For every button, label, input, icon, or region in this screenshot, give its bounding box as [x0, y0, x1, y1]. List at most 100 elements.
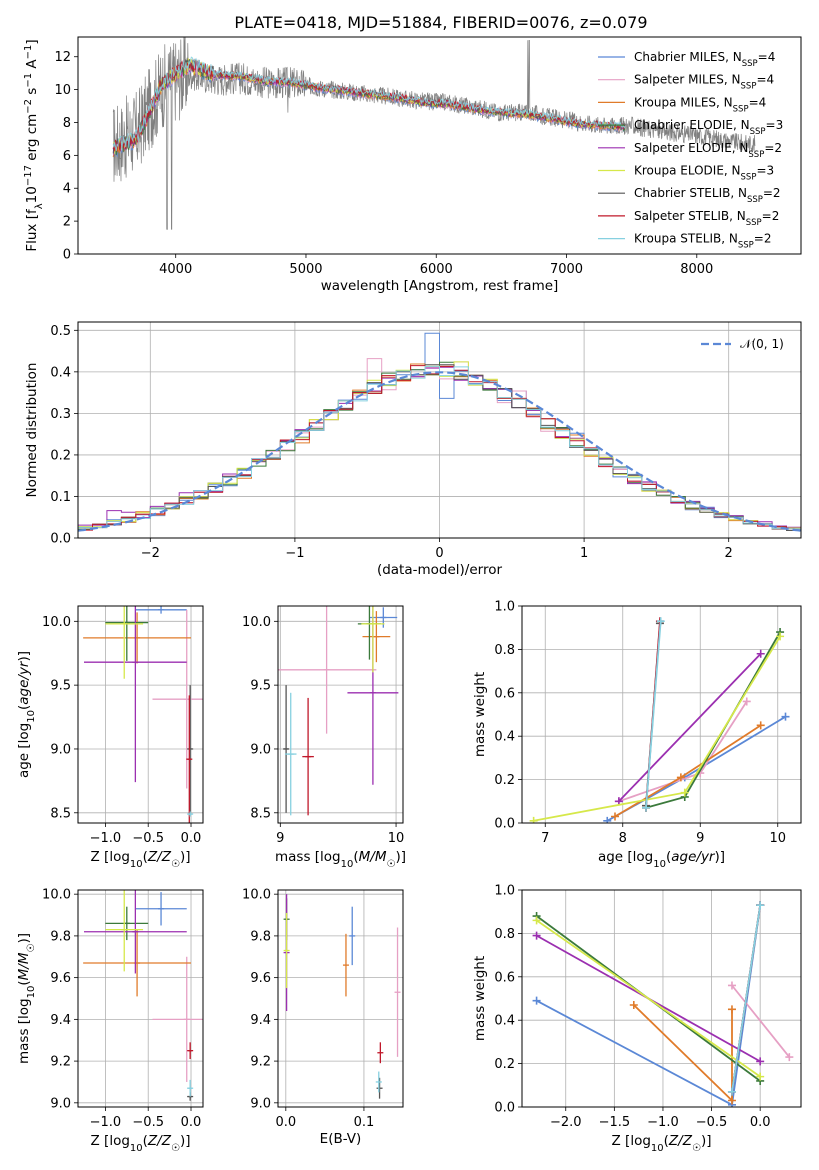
legend-label-part: SSP: [741, 82, 757, 92]
legend-label-part: SSP: [748, 150, 764, 160]
y-tick-label: 10.0: [42, 615, 71, 630]
weight-line: [633, 1004, 733, 1103]
plot-area-mass-vs-Z: [83, 890, 203, 1101]
y-tick-label: 0.0: [50, 532, 71, 547]
plot-area-weight-vs-age: [529, 617, 790, 823]
x-axis-label: age [log10(age/yr)]: [598, 849, 725, 870]
y-tick-label: 10.0: [242, 888, 271, 903]
legend-label-part: =4: [758, 50, 776, 64]
x-tick-label: −1.0: [647, 1115, 679, 1130]
y-tick-label: 9.0: [250, 742, 271, 757]
plus-marker: [742, 697, 751, 706]
errorbar-point: [283, 685, 290, 813]
axes-age-vs-Z: −1.0 −0.5 0.08.59.09.510.0Z [log10(Z/Z☉)]a…: [16, 605, 204, 870]
errorbar-point: [187, 1042, 194, 1060]
x-axis-label-part: )]: [701, 1133, 712, 1149]
x-tick-label: 0.1: [354, 1115, 375, 1130]
plus-marker: [532, 931, 541, 940]
weight-line: [614, 724, 762, 818]
legend-label-part: Kroupa ELODIE, N: [634, 164, 741, 178]
y-axis-label-part: −2: [23, 99, 34, 114]
x-axis-label-part: (: [666, 849, 671, 865]
plot-area-spectrum: [112, 37, 756, 230]
y-axis-label: mass weight: [472, 672, 488, 757]
axes-weight-vs-Z: −2.0 −1.5 −1.0 −0.5 0.0 0.0 0.2 0.4 0.6 0.8 1.0 Z […: [472, 884, 802, 1154]
errorbar-point: [105, 890, 144, 972]
x-axis-label-part: Z/Z: [147, 849, 172, 865]
plus-marker: [756, 649, 765, 658]
y-tick-label: 0.2: [494, 1057, 515, 1072]
legend-label: Salpeter ELODIE, NSSP=2: [634, 141, 782, 160]
ticks-age-vs-mass: 9 10 8.5 9.0 9.5 10.0: [242, 606, 404, 846]
y-axis-label-part: )]: [16, 933, 32, 944]
y-tick-label: 1.0: [494, 600, 515, 615]
plot-area-age-vs-mass: [278, 606, 399, 816]
errorbar-point: [105, 606, 144, 679]
errorbar-point: [349, 906, 356, 966]
plot-area-age-vs-Z: [83, 606, 203, 823]
y-tick-label: 0.8: [494, 643, 515, 658]
y-axis-label-part: ☉: [26, 944, 37, 953]
x-tick-label: 4000: [159, 262, 192, 277]
y-axis-label-part: s: [24, 88, 40, 99]
y-axis-label-part: ]: [24, 39, 40, 44]
errorbar-point: [135, 606, 187, 614]
plus-marker: [656, 617, 665, 626]
y-axis-label: Normed distribution: [24, 363, 40, 498]
y-axis-label-part: (: [16, 980, 32, 985]
y-tick-label: 0.6: [494, 686, 515, 701]
y-tick-label: 10.0: [42, 888, 71, 903]
plus-marker: [727, 1087, 736, 1096]
plus-marker: [756, 901, 765, 910]
y-axis-label-part: age/yr: [16, 660, 32, 705]
y-axis-label-part: λ: [34, 203, 45, 209]
x-tick-label: −2.0: [550, 1115, 582, 1130]
ticks-age-vs-Z: −1.0 −0.5 0.0 8.5 9.0 9.5 10.0: [42, 606, 203, 846]
errorbar-point: [152, 956, 203, 1082]
x-axis-label-part: Z/Z: [147, 1133, 172, 1149]
errorbar-point: [376, 1077, 383, 1099]
y-tick-label: 0.2: [50, 448, 71, 463]
axes-mass-vs-EBV: 0.0 0.1 9.0 9.2 9.4 9.6 9.8 10.0 E(B-V): [242, 888, 404, 1147]
legend-label: Salpeter MILES, NSSP=4: [634, 73, 774, 92]
x-axis-label-part: age [log: [598, 849, 653, 865]
x-axis-label-part: (: [143, 1133, 148, 1149]
axes-frame: [77, 36, 802, 255]
axes-frame: [77, 605, 204, 824]
legend-label-part: Kroupa STELIB, N: [634, 232, 738, 246]
x-axis-label: mass [log10(M/M☉)]: [275, 849, 406, 870]
x-tick-label: 2: [725, 546, 733, 561]
x-axis-label-part: M/M: [359, 849, 387, 865]
weight-line: [645, 621, 662, 808]
plus-marker: [727, 1096, 736, 1105]
legend-label-part: SSP: [733, 104, 749, 114]
errorbar-point: [375, 1071, 382, 1093]
y-tick-label: 0.4: [494, 1014, 515, 1029]
ticks-residuals: −2 −1 0 1 2 0.0 0.1 0.2 0.3 0.4 0.5: [50, 322, 801, 561]
x-tick-label: −1.0: [90, 831, 122, 846]
x-axis-label-part: 10: [130, 859, 143, 870]
y-tick-label: 9.4: [50, 1013, 71, 1028]
x-tick-label: 1: [580, 546, 588, 561]
legend-label-part: =2: [764, 141, 782, 155]
legend-label: Salpeter STELIB, NSSP=2: [634, 209, 779, 228]
plus-marker: [611, 812, 619, 821]
axes-mass-vs-Z: −1.0 −0.5 0.09.09.29.49.69.810.0Z [log10(Z…: [16, 888, 204, 1154]
plus-marker: [776, 632, 785, 641]
y-tick-label: 0.1: [50, 490, 71, 505]
x-tick-label: 8000: [680, 262, 713, 277]
errorbar-point: [83, 612, 192, 664]
plus-marker: [727, 981, 736, 990]
y-tick-label: 9.5: [250, 679, 271, 694]
y-tick-label: 9.8: [50, 929, 71, 944]
y-axis-label-part: erg cm: [24, 114, 40, 165]
plus-marker: [680, 788, 689, 797]
errorbar-point: [187, 685, 194, 813]
x-tick-label: −1.5: [599, 1115, 631, 1130]
legend-label-part: SSP: [747, 195, 763, 205]
x-tick-label: 7000: [550, 262, 583, 277]
x-axis-label-part: age/yr: [671, 849, 716, 865]
y-axis-label-part: A: [24, 59, 40, 73]
x-axis-label-part: 10: [130, 1143, 143, 1154]
legend-label-part: =2: [762, 209, 780, 223]
